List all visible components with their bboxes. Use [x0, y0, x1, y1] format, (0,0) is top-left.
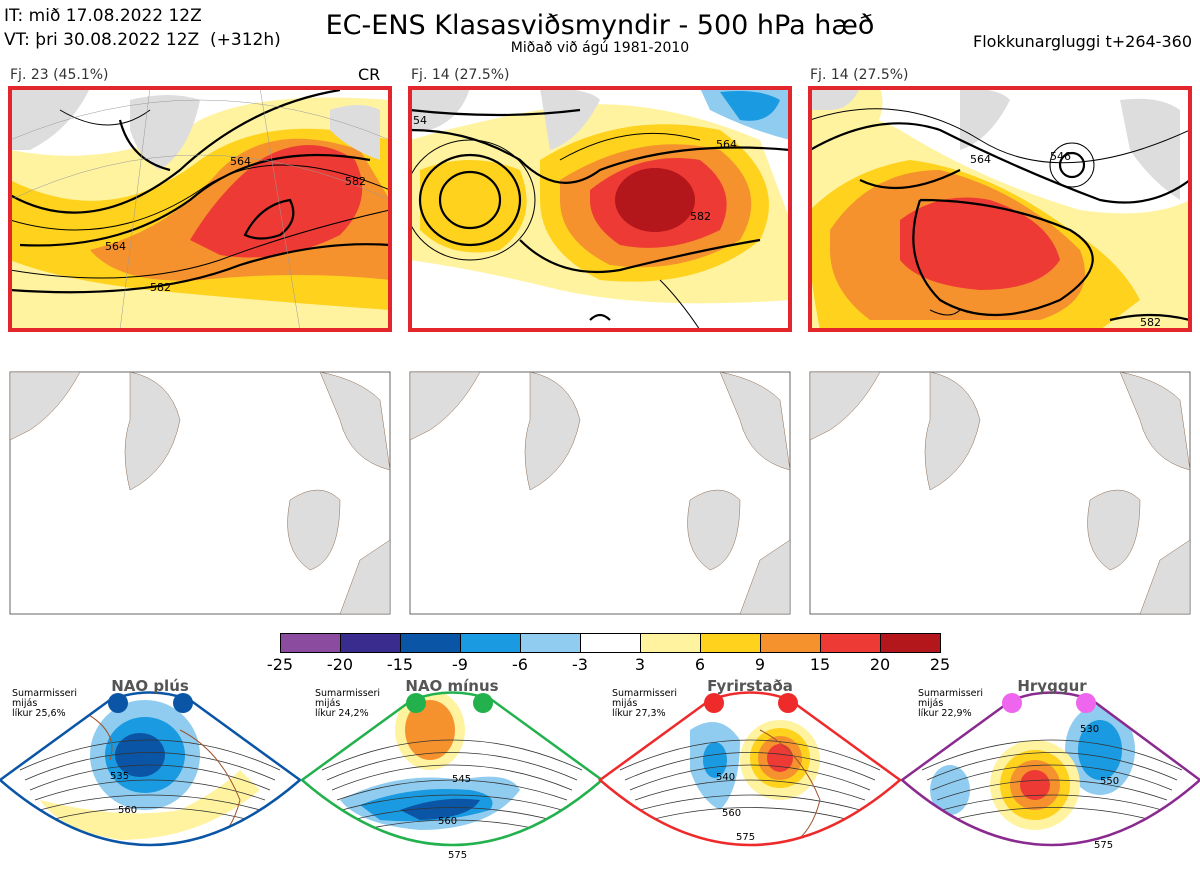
- colorbar-cell-6: [580, 633, 641, 653]
- vt-line: VT: þri 30.08.2022 12Z (+312h): [4, 30, 281, 50]
- colorbar-tick: -9: [452, 655, 468, 674]
- regime-title-nao-minus: NAO mínus: [405, 677, 499, 695]
- panel-2-label: Fj. 14 (27.5%): [411, 67, 510, 83]
- colorbar-tick: 9: [754, 655, 766, 674]
- regime-dot: [704, 693, 724, 713]
- regime-dot: [108, 693, 128, 713]
- empty-map-1: [9, 371, 391, 615]
- regime-dot: [1076, 693, 1096, 713]
- panel-1-tag: CR: [358, 65, 381, 84]
- panel-3-contour-label-a: 564: [970, 153, 991, 166]
- colorbar-cell-1: [280, 633, 341, 653]
- colorbar-tick: -6: [512, 655, 528, 674]
- regime-3-contour: 575: [736, 832, 755, 843]
- regime-title-fyrirstada: Fyrirstaða: [707, 677, 793, 695]
- colorbar-tick: 15: [809, 655, 831, 674]
- empty-map-3: [809, 371, 1191, 615]
- regime-note-nao-minus: Sumarmisseri mijás líkur 24,2%: [315, 688, 381, 719]
- regime-title-nao-plus: NAO plús: [111, 677, 189, 695]
- colorbar-cell-7: [640, 633, 701, 653]
- regime-maps: 535 560 545 560 575 540 5: [0, 691, 1200, 861]
- colorbar-cell-11: [880, 633, 941, 653]
- regime-title-hryggur: Hryggur: [1017, 677, 1087, 695]
- colorbar-tick: -3: [572, 655, 588, 674]
- colorbar-tick: 20: [869, 655, 891, 674]
- panel-1-contour-label-b: 582: [150, 281, 171, 294]
- cluster-map-2: [410, 88, 790, 330]
- panel-3-contour-label-c: 582: [1140, 316, 1161, 329]
- cluster-map-1: [10, 88, 390, 330]
- colorbar-cell-4: [460, 633, 521, 653]
- panel-1-contour-label-d: 582: [345, 175, 366, 188]
- regime-3-contour: 540: [716, 772, 735, 783]
- regime-3-contour: 560: [722, 808, 741, 819]
- cluster-map-3: [810, 88, 1190, 330]
- empty-map-2: [409, 371, 791, 615]
- colorbar-tick: 3: [634, 655, 646, 674]
- colorbar-tick: -15: [386, 655, 414, 674]
- panel-1-contour-label-c: 564: [230, 155, 251, 168]
- regime-note-hryggur: Sumarmisseri mijás líkur 22,9%: [918, 688, 984, 719]
- it-line: IT: mið 17.08.2022 12Z: [4, 6, 202, 26]
- colorbar-cell-5: [520, 633, 581, 653]
- regime-dot: [1002, 693, 1022, 713]
- regime-1-contour: 535: [110, 771, 129, 782]
- page-subtitle: Miðað við ágú 1981-2010: [510, 40, 690, 56]
- page-title: EC-ENS Klasasviðsmyndir - 500 hPa hæð: [325, 10, 875, 41]
- colorbar-cell-2: [340, 633, 401, 653]
- panel-1-label: Fj. 23 (45.1%): [10, 67, 109, 83]
- regime-4-contour: 550: [1100, 776, 1119, 787]
- colorbar-cell-3: [400, 633, 461, 653]
- panel-3-label: Fj. 14 (27.5%): [810, 67, 909, 83]
- regime-dot: [473, 693, 493, 713]
- regime-dot: [173, 693, 193, 713]
- regime-dot: [778, 693, 798, 713]
- header-dates: IT: mið 17.08.2022 12Z VT: þri 30.08.202…: [4, 4, 281, 52]
- panel-3-contour-label-b: 546: [1050, 150, 1071, 163]
- regime-2-contour: 575: [448, 850, 467, 861]
- regime-2-contour: 560: [438, 816, 457, 827]
- colorbar-tick: 25: [929, 655, 951, 674]
- panel-2-contour-label-a: 54: [413, 114, 427, 127]
- regime-note-nao-plus: Sumarmisseri mijás líkur 25,6%: [12, 688, 78, 719]
- regime-4-contour: 530: [1080, 724, 1099, 735]
- panel-1-contour-label-a: 564: [105, 240, 126, 253]
- panel-2-contour-label-c: 582: [690, 210, 711, 223]
- regime-dot: [406, 693, 426, 713]
- colorbar-tick: 6: [694, 655, 706, 674]
- regime-2-contour: 545: [452, 774, 471, 785]
- regime-4-contour: 575: [1094, 840, 1113, 851]
- colorbar-cell-9: [760, 633, 821, 653]
- colorbar-tick: -20: [326, 655, 354, 674]
- regime-note-fyrirstada: Sumarmisseri mijás líkur 27,3%: [612, 688, 678, 719]
- classification-window: Flokkunargluggi t+264-360: [973, 32, 1192, 51]
- panel-2-contour-label-b: 564: [716, 138, 737, 151]
- colorbar-cell-10: [820, 633, 881, 653]
- regime-1-contour: 560: [118, 805, 137, 816]
- colorbar-tick: -25: [266, 655, 294, 674]
- colorbar-cell-8: [700, 633, 761, 653]
